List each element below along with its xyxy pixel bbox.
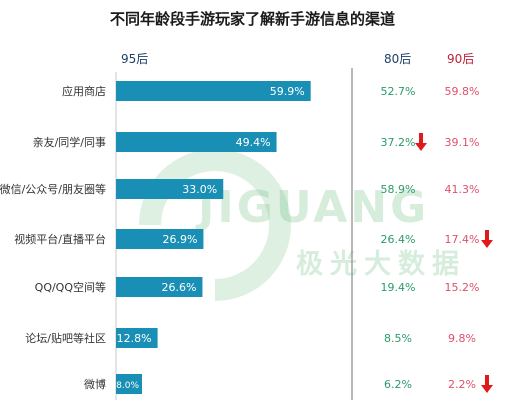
category-label: 视频平台/直播平台: [14, 232, 106, 246]
value-80: 6.2%: [384, 378, 412, 391]
value-80: 58.9%: [381, 183, 416, 196]
bar-value-95: 26.6%: [161, 281, 196, 294]
category-label: 微博: [84, 377, 106, 391]
value-90: 41.3%: [445, 183, 480, 196]
series-header-90: 90后: [447, 52, 475, 66]
value-80: 52.7%: [381, 85, 416, 98]
category-label: 应用商店: [62, 84, 106, 98]
bar-value-95: 49.4%: [236, 136, 271, 149]
value-80: 19.4%: [381, 281, 416, 294]
category-label: QQ/QQ空间等: [35, 280, 106, 294]
bar-95: [116, 81, 311, 101]
value-90: 9.8%: [448, 332, 476, 345]
bar-95: [116, 229, 204, 249]
bar-95: [116, 374, 142, 394]
watermark-brand-cn: 极光大数据: [296, 249, 466, 280]
bar-value-95: 59.9%: [270, 85, 305, 98]
chart-title: 不同年龄段手游玩家了解新手游信息的渠道: [109, 10, 395, 28]
down-arrow-icon: [481, 230, 493, 248]
bar-value-95: 33.0%: [182, 183, 217, 196]
series-header-80: 80后: [384, 52, 412, 66]
value-80: 37.2%: [381, 136, 416, 149]
category-label: 论坛/贴吧等社区: [25, 331, 106, 345]
bar-value-95: 26.9%: [162, 233, 197, 246]
down-arrow-icon: [415, 133, 427, 151]
bar-95: [116, 328, 158, 348]
value-90: 39.1%: [445, 136, 480, 149]
value-90: 15.2%: [445, 281, 480, 294]
value-90: 17.4%: [445, 233, 480, 246]
value-90: 2.2%: [448, 378, 476, 391]
category-label: 亲友/同学/同事: [33, 135, 106, 149]
value-90: 59.8%: [445, 85, 480, 98]
series-header-95: 95后: [121, 52, 149, 66]
down-arrow-icon: [481, 375, 493, 393]
value-80: 26.4%: [381, 233, 416, 246]
bar-value-95: 12.8%: [117, 332, 152, 345]
bar-95: [116, 179, 224, 199]
bar-95: [116, 277, 203, 297]
category-label: 微信/公众号/朋友圈等: [0, 182, 106, 196]
value-80: 8.5%: [384, 332, 412, 345]
watermark-brand: JIGUANG: [198, 182, 430, 233]
bar-value-95: 8.0%: [116, 381, 139, 391]
bar-95: [116, 132, 277, 152]
